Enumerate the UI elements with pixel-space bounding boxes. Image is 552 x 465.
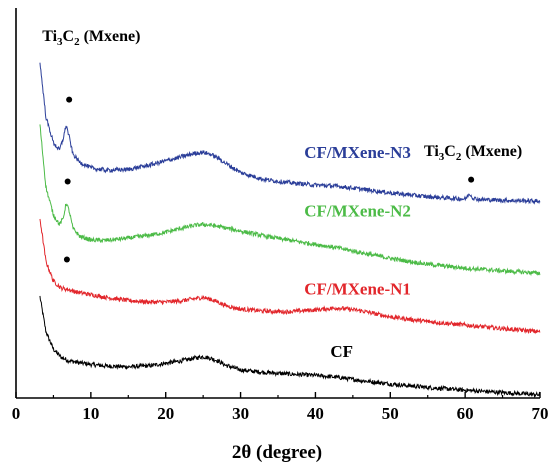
peak-marker bbox=[468, 176, 475, 183]
series-label: CF/MXene-N3 bbox=[304, 143, 411, 162]
series-line-cf bbox=[39, 295, 541, 399]
x-tick-label: 20 bbox=[157, 404, 174, 423]
series-line-cf-mxene-n2 bbox=[39, 124, 541, 277]
x-tick-label: 50 bbox=[382, 404, 399, 423]
series-layer bbox=[39, 62, 541, 399]
series-label: CF/MXene-N2 bbox=[304, 202, 411, 221]
peak-marker bbox=[64, 178, 71, 185]
x-axis-label: 2θ (degree) bbox=[232, 442, 322, 463]
series-line-cf-mxene-n1 bbox=[39, 218, 541, 335]
x-tick-label: 10 bbox=[82, 404, 99, 423]
axis-layer: 0 10 20 30 40 50 60 70 bbox=[12, 8, 549, 423]
mxene-annotation: Ti3C2 (Mxene) bbox=[424, 143, 522, 163]
series-label: CF bbox=[330, 342, 353, 361]
x-tick-label: 0 bbox=[12, 404, 21, 423]
series-line-cf-mxene-n3 bbox=[39, 62, 541, 205]
x-tick-label: 60 bbox=[457, 404, 474, 423]
mxene-annotation: Ti3C2 (Mxene) bbox=[42, 28, 140, 48]
marker-layer bbox=[63, 96, 475, 263]
label-layer: CF/MXene-N3 CF/MXene-N2 CF/MXene-N1 CF Ti3C2… bbox=[42, 28, 522, 361]
x-tick-label: 70 bbox=[532, 404, 549, 423]
series-label: CF/MXene-N1 bbox=[304, 280, 411, 299]
peak-marker bbox=[63, 256, 70, 263]
peak-marker bbox=[66, 96, 73, 103]
x-tick-label: 30 bbox=[232, 404, 249, 423]
x-tick-label: 40 bbox=[307, 404, 324, 423]
